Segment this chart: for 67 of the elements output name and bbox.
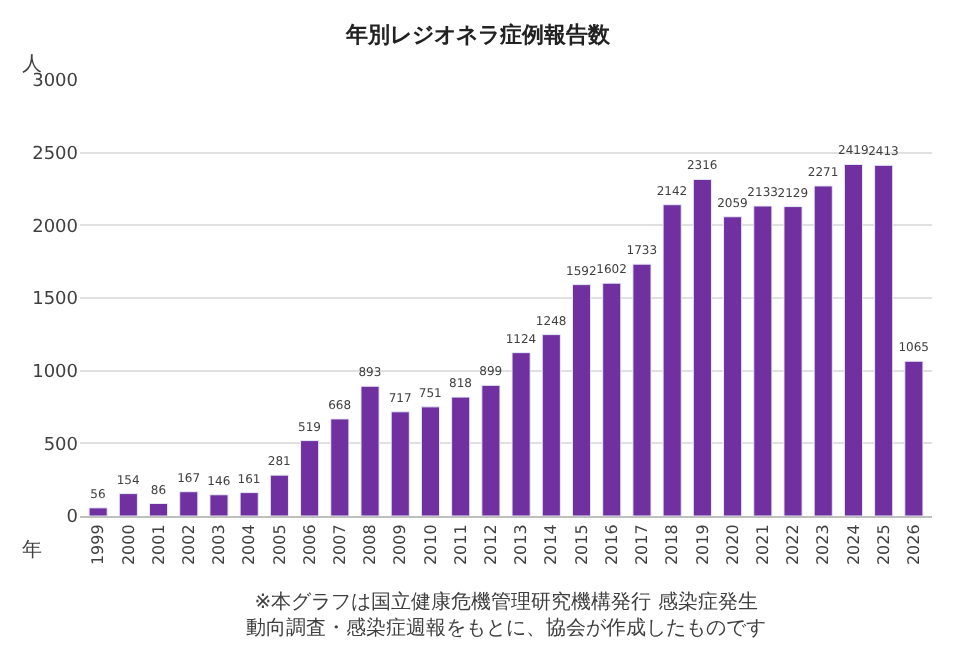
x-tick-label: 2024 — [844, 524, 863, 566]
y-tick-label: 1500 — [32, 290, 79, 311]
bar — [451, 396, 471, 516]
x-tick-label: 2003 — [210, 524, 229, 566]
x-tick-label: 2018 — [663, 524, 682, 566]
chart-title: 年別レジオネラ症例報告数 — [344, 22, 612, 49]
x-tick-label: 2002 — [179, 524, 198, 566]
bar — [420, 406, 441, 516]
x-tick-label: 2026 — [905, 524, 924, 566]
x-tick-label: 2009 — [391, 524, 410, 566]
bar — [330, 418, 350, 516]
x-tick-label: 1999 — [89, 524, 108, 566]
bar — [753, 205, 773, 516]
y-tick-label: 2500 — [32, 144, 79, 165]
bar — [148, 503, 169, 516]
bar — [360, 385, 380, 516]
bar — [571, 284, 592, 516]
x-tick-label: 2012 — [482, 524, 501, 566]
bar — [874, 164, 894, 516]
bar — [692, 178, 712, 516]
y-tick-label: 3000 — [32, 72, 79, 93]
text: ※本グラフは国立健康危機管理研究機構発行 感染症発生動向調査・感染症週報をもとに、協会が作成したものです — [246, 590, 766, 640]
x-tick-label: 2016 — [602, 524, 621, 566]
bar — [511, 352, 531, 516]
bar — [269, 474, 289, 516]
bar — [602, 282, 622, 516]
bar — [239, 492, 259, 516]
x-tick-label: 2017 — [633, 524, 652, 566]
x-tick-label: 2014 — [542, 524, 561, 566]
bar — [632, 263, 652, 516]
x-tick-label: 2025 — [874, 524, 893, 566]
bar — [390, 411, 410, 516]
bar — [783, 206, 803, 516]
x-tick-label: 2010 — [421, 524, 440, 566]
x-tick-label: 2021 — [754, 524, 772, 566]
bar — [541, 334, 561, 516]
x-tick-label: 2000 — [119, 524, 138, 566]
bar — [88, 507, 108, 516]
bar — [662, 204, 682, 516]
y-tick-label: 2000 — [32, 217, 79, 238]
x-tick-label: 2023 — [814, 524, 833, 566]
x-tick-label: 2019 — [693, 524, 712, 566]
y-tick-label: 500 — [43, 435, 79, 456]
y-tick-label: 1000 — [32, 362, 79, 383]
y-axis-title: 人 — [22, 54, 42, 76]
x-tick-label: 2001 — [149, 524, 168, 566]
bar — [118, 493, 138, 516]
bar — [813, 185, 833, 516]
y-tick-label: 0 — [66, 508, 79, 529]
x-axis-title: 年 — [22, 538, 42, 562]
x-tick-label: 2005 — [270, 524, 289, 566]
x-tick-label: 2011 — [451, 524, 470, 566]
x-tick-label: 2022 — [784, 524, 803, 566]
bar — [300, 440, 320, 516]
bar — [723, 216, 743, 516]
x-tick-label: 2008 — [361, 524, 380, 566]
x-tick-label: 2015 — [572, 524, 591, 566]
x-tick-label: 2013 — [512, 524, 531, 566]
x-tick-label: 2020 — [723, 524, 742, 566]
x-tick-label: 2004 — [240, 524, 259, 566]
bar — [843, 163, 864, 516]
bar — [179, 491, 199, 516]
x-tick-label: 2007 — [331, 524, 350, 566]
x-tick-label: 2006 — [300, 524, 319, 566]
bar — [209, 494, 229, 516]
bar — [904, 360, 924, 516]
bar — [481, 384, 501, 516]
